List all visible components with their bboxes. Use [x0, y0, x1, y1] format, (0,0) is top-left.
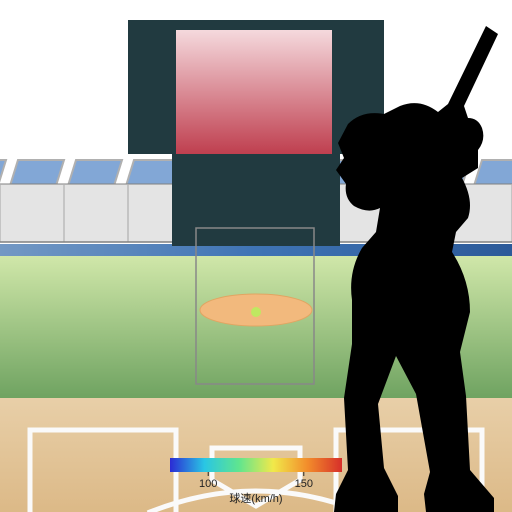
colorbar: [170, 458, 342, 472]
colorbar-label: 球速(km/h): [229, 491, 282, 505]
pitch-marker: [251, 307, 261, 317]
colorbar-tick: 150: [295, 478, 313, 490]
scoreboard-support: [172, 178, 340, 246]
scoreboard-screen: [176, 30, 332, 154]
colorbar-tick: 100: [199, 478, 217, 490]
